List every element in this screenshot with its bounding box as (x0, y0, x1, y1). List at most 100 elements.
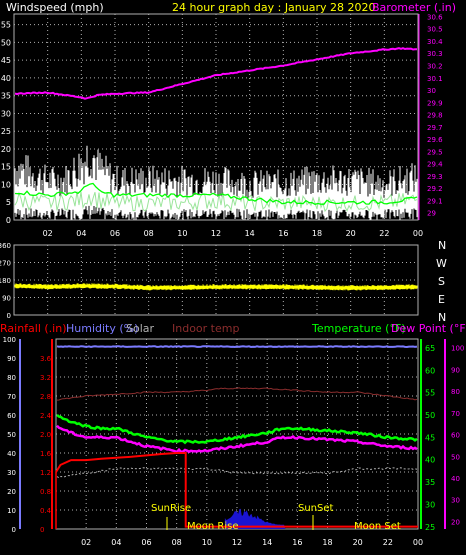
wind-time-label: 22 (379, 229, 389, 238)
wind-tick-label: 45 (1, 56, 11, 65)
temp-series (55, 345, 418, 529)
rain-tick-label: 3.2 (40, 374, 51, 382)
temp-time-label: 18 (322, 538, 332, 547)
direction-tick-label: 90 (2, 295, 11, 303)
wind-tick-label: 55 (1, 21, 11, 30)
humidity-tick-label: 20 (7, 488, 16, 496)
legend-solar: Solar (126, 322, 155, 335)
wind-tick-label: 10 (1, 180, 11, 189)
temp-time-label: 14 (262, 538, 272, 547)
temp-time-label: 02 (81, 538, 91, 547)
moonset-label: Moon Set (354, 521, 401, 532)
temp-time-label: 22 (383, 538, 393, 547)
wind-direction-panel: 0 90 180 270 360 N W S E N (0, 239, 447, 324)
rain-tick-label: 0.4 (40, 507, 52, 515)
wind-direction-series (14, 283, 418, 291)
barometer-tick-label: 29 (427, 210, 436, 218)
temp-time-label: 16 (292, 538, 302, 547)
wind-time-label: 14 (245, 229, 255, 238)
rain-tick-label: 1.2 (40, 469, 51, 477)
barometer-tick-label: 29.4 (427, 161, 443, 169)
legend-humidity: Humidity (%) (66, 322, 138, 335)
wind-time-label: 06 (110, 229, 120, 238)
moonrise-label: Moon Rise (187, 521, 238, 532)
barometer-tick-label: 30.3 (427, 50, 443, 58)
dewpoint-tick-label: 20 (451, 518, 460, 526)
wind-tick-label: 50 (1, 38, 11, 47)
wind-time-label: 00 (413, 229, 423, 238)
dewpoint-tick-label: 40 (451, 475, 460, 483)
dewpoint-tick-label: 70 (451, 410, 460, 418)
wind-trend-series (14, 182, 418, 205)
temp-axes: 0 10 20 30 40 50 60 70 80 90 100 0 0.4 0.8 1.2 1.6 2.0 2.… (3, 336, 465, 534)
dewpoint-tick-label: 60 (451, 432, 460, 440)
rain-tick-label: 2.4 (40, 412, 52, 420)
temperature-series (56, 413, 418, 445)
legend-rainfall: Rainfall (.in) (0, 322, 67, 335)
direction-axis: 0 90 180 270 360 (0, 242, 11, 320)
humidity-tick-label: 10 (7, 507, 16, 515)
temperature-tick-label: 50 (425, 411, 435, 420)
rain-tick-label: 1.6 (40, 450, 52, 458)
legend-indoor: Indoor temp (172, 322, 239, 335)
rainfall-series (55, 452, 418, 528)
compass-labels: N W S E N (436, 239, 447, 324)
legend-temperature: Temperature (°F) (311, 322, 406, 335)
compass-label: S (438, 275, 445, 288)
wind-time-label: 16 (278, 229, 288, 238)
barometer-tick-label: 29.5 (427, 148, 443, 156)
wind-tick-label: 0 (6, 216, 11, 225)
wind-time-axis: 02 04 06 08 10 12 14 16 18 20 22 00 (43, 229, 424, 238)
wind-tick-label: 15 (1, 163, 11, 172)
astro-events: SunRise Moon Rise SunSet Moon Set (151, 503, 401, 532)
rain-tick-label: 3.6 (40, 355, 52, 363)
dewpoint-tick-label: 100 (451, 345, 464, 353)
temperature-tick-label: 55 (425, 389, 435, 398)
graph-title: 24 hour graph day : January 28 2020 (172, 1, 376, 14)
humidity-tick-label: 40 (7, 450, 16, 458)
temp-grid (55, 338, 419, 530)
dewpoint-tick-label: 50 (451, 453, 460, 461)
wind-tick-label: 25 (1, 127, 11, 136)
humidity-tick-label: 100 (3, 336, 16, 344)
rain-tick-label: 0.8 (40, 488, 51, 496)
barometer-tick-label: 29.1 (427, 197, 443, 205)
temperature-tick-label: 30 (425, 500, 435, 509)
solar-series (56, 467, 418, 479)
barometer-tick-label: 29.2 (427, 185, 443, 193)
temp-time-axis: 02 04 06 08 10 12 14 16 18 20 22 00 (81, 538, 423, 547)
dewpoint-tick-label: 80 (451, 388, 460, 396)
barometer-tick-label: 29.3 (427, 173, 443, 181)
temperature-tick-label: 35 (425, 478, 435, 487)
uv-index-fill (224, 508, 286, 529)
barometer-tick-label: 30 (427, 87, 436, 95)
wind-tick-label: 35 (1, 92, 11, 101)
barometer-tick-label: 29.9 (427, 99, 443, 107)
wind-average-series (14, 191, 418, 213)
humidity-tick-label: 90 (7, 355, 16, 363)
humidity-series (56, 345, 418, 349)
humidity-tick-label: 0 (12, 526, 16, 534)
rain-tick-label: 0 (40, 526, 44, 534)
compass-label: N (438, 239, 446, 252)
temp-humidity-panel: 010203040506070809010000.40.81.21.62.02.… (3, 336, 465, 547)
dewpoint-tick-label: 30 (451, 497, 460, 505)
wind-barometer-panel: 0 5 10 15 20 25 30 35 40 45 50 55 29 29.1 29.2 29.3 29.… (1, 13, 443, 238)
barometer-tick-label: 30.1 (427, 75, 443, 83)
direction-grid (13, 244, 419, 316)
compass-label: N (438, 311, 446, 324)
direction-series (14, 283, 418, 291)
compass-label: W (436, 257, 447, 270)
barometer-series (14, 47, 418, 100)
temp-time-label: 06 (141, 538, 151, 547)
temp-time-label: 08 (172, 538, 182, 547)
wind-tick-label: 20 (1, 145, 11, 154)
barometer-tick-label: 29.7 (427, 124, 443, 132)
barometer-axis: 29 29.1 29.2 29.3 29.4 29.5 29.6 29.7 29.8 29.9 30… (418, 13, 443, 220)
temp-time-label: 04 (111, 538, 121, 547)
humidity-tick-label: 70 (7, 393, 16, 401)
barometer-title: Barometer (.in) (372, 1, 456, 14)
humidity-tick-label: 50 (7, 431, 16, 439)
